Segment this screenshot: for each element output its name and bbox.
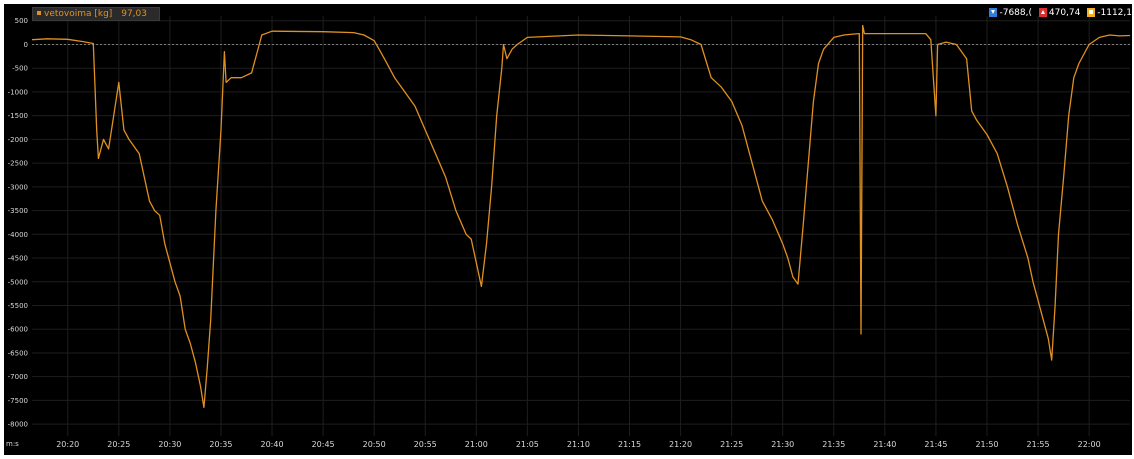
x-axis-ticks: 20:20 20:25 20:30 20:35 20:40 20:45 20:50 20:55…: [56, 440, 1100, 449]
x-tick-label: 21:50: [975, 440, 998, 449]
stat-avg: -1112,1: [1097, 8, 1132, 18]
y-tick-label: -7000: [8, 373, 28, 381]
y-tick-label: -7500: [8, 397, 28, 405]
stat-min: -7688,(: [999, 8, 1032, 18]
x-tick-label: 21:30: [771, 440, 794, 449]
min-triangle-icon: [989, 7, 998, 17]
y-tick-label: -6500: [8, 349, 28, 357]
y-tick-label: 500: [15, 17, 28, 25]
x-tick-label: 21:25: [720, 440, 743, 449]
x-tick-label: 21:00: [465, 440, 488, 449]
y-tick-label: -5500: [8, 302, 28, 310]
x-tick-label: 20:25: [107, 440, 130, 449]
x-tick-label: 21:10: [567, 440, 590, 449]
x-tick-label: 20:55: [414, 440, 437, 449]
y-tick-label: -8000: [8, 421, 28, 429]
y-tick-label: -5000: [8, 278, 28, 286]
y-tick-label: -2500: [8, 160, 28, 168]
max-triangle-icon: [1038, 7, 1047, 17]
legend-current-value: 97,03: [121, 9, 147, 19]
x-tick-label: 21:40: [873, 440, 896, 449]
x-tick-label: 21:05: [516, 440, 539, 449]
y-tick-label: -1500: [8, 112, 28, 120]
y-tick-label: -2000: [8, 136, 28, 144]
x-tick-label: 21:35: [822, 440, 845, 449]
y-tick-label: -4500: [8, 255, 28, 263]
y-tick-label: -6000: [8, 326, 28, 334]
x-tick-label: 20:35: [209, 440, 232, 449]
y-tick-label: 0: [24, 41, 28, 49]
chart-frame: 500 0 -500 -1000 -1500 -2000 -2500 -3000 -3500 -4…: [4, 4, 1132, 455]
x-tick-label: 20:40: [260, 440, 283, 449]
chart-plot[interactable]: 500 0 -500 -1000 -1500 -2000 -2500 -3000 -3500 -4…: [4, 4, 1132, 455]
avg-square-icon: [1087, 7, 1096, 17]
series-line-vetovoima: [31, 24, 1131, 409]
x-tick-label: 21:20: [669, 440, 692, 449]
y-tick-label: -3000: [8, 183, 28, 191]
y-tick-label: -3500: [8, 207, 28, 215]
x-tick-label: 21:55: [1027, 440, 1050, 449]
x-tick-label: 20:45: [312, 440, 335, 449]
legend-series-name: vetovoima [kg]: [44, 9, 113, 19]
y-axis-ticks: 500 0 -500 -1000 -1500 -2000 -2500 -3000 -3500 -4…: [8, 17, 28, 428]
y-tick-label: -1000: [8, 88, 28, 96]
stat-max: 470,74: [1048, 8, 1081, 18]
stats-bar: -7688,( 470,74 -1112,1: [985, 7, 1132, 21]
series-marker-icon: [37, 11, 41, 15]
x-tick-label: 20:30: [158, 440, 181, 449]
y-tick-label: -500: [12, 65, 28, 73]
legend-item[interactable]: vetovoima [kg] 97,03: [32, 7, 160, 21]
x-tick-label: 22:00: [1078, 440, 1101, 449]
x-axis-unit: m:s: [6, 440, 19, 448]
x-tick-label: 20:50: [363, 440, 386, 449]
y-tick-label: -4000: [8, 231, 28, 239]
x-tick-label: 21:45: [924, 440, 947, 449]
x-tick-label: 20:20: [56, 440, 79, 449]
x-tick-label: 21:15: [618, 440, 641, 449]
grid-lines: [32, 16, 1130, 436]
